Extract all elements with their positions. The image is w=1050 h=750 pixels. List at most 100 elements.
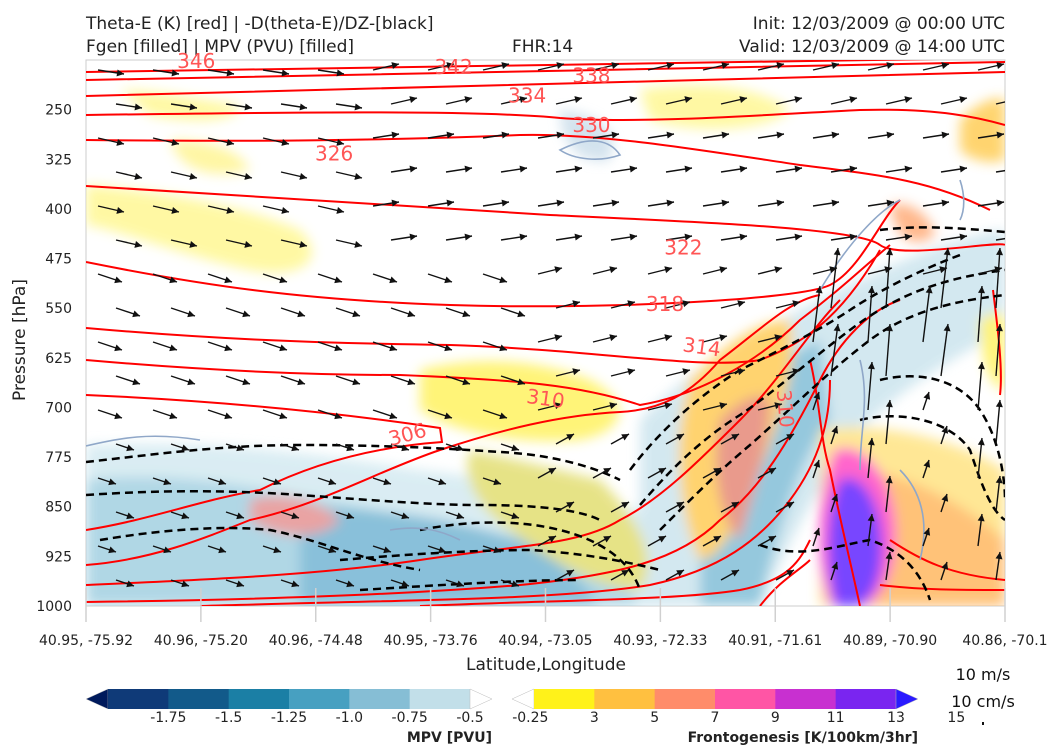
fgen-colorbar-tick: 9 xyxy=(771,710,780,726)
colorbar-swatch xyxy=(835,689,897,709)
x-tick-label: 40.93, -72.33 xyxy=(613,633,707,649)
y-axis-title: Pressure [hPa] xyxy=(10,279,30,401)
mpv-colorbar-tick: -0.75 xyxy=(392,710,428,726)
y-axis: 250 325 400 475 550 625 700 775 850 925 1000 xyxy=(36,103,72,615)
y-tick-label: 475 xyxy=(45,252,72,268)
wind-vector xyxy=(830,247,839,309)
wind-vector xyxy=(885,399,891,445)
wind-vector xyxy=(995,237,1005,241)
x-tick-label: 40.95, -73.76 xyxy=(384,633,478,649)
colorbar-swatch xyxy=(715,689,776,709)
wind-vector xyxy=(885,247,891,309)
colorbar-swatch xyxy=(775,689,837,709)
contour-label: 326 xyxy=(315,142,353,166)
y-tick-label: 400 xyxy=(45,202,72,218)
wind-vector xyxy=(922,285,931,343)
svg-text:334: 334 xyxy=(508,83,546,107)
x-tick-label: 40.91, -71.61 xyxy=(728,633,822,649)
colorbar-swatch xyxy=(228,689,290,709)
y-tick-label: 625 xyxy=(45,351,72,367)
y-tick-label: 325 xyxy=(45,152,72,168)
contour-label: 346 xyxy=(177,49,215,73)
wind-vector xyxy=(995,101,1005,105)
colorbar-extend-high xyxy=(895,688,919,710)
y-tick-label: 775 xyxy=(45,450,72,466)
title-line-2: Fgen [filled] | MPV (PVU) [filled] xyxy=(86,37,355,57)
x-tick-label: 40.89, -70.90 xyxy=(843,633,937,649)
init-time: Init: 12/03/2009 @ 00:00 UTC xyxy=(752,14,1005,34)
title-line-1: Theta-E (K) [red] | -D(theta-E)/DZ-[blac… xyxy=(86,14,434,34)
svg-text:318: 318 xyxy=(646,292,684,316)
contour-label: 314 xyxy=(681,332,722,361)
x-tick-label: 40.86, -70.1 xyxy=(962,633,1047,649)
contour-label: 342 xyxy=(435,55,473,79)
svg-text:322: 322 xyxy=(664,236,702,260)
svg-text:326: 326 xyxy=(315,142,353,166)
vector-key-wind: 10 m/s xyxy=(956,665,1011,684)
vector-key-vertical: 10 cm/s xyxy=(951,692,1015,711)
x-axis-title: Latitude,Longitude xyxy=(466,655,626,675)
colorbar-swatch xyxy=(349,689,411,709)
wind-vector xyxy=(995,247,1001,309)
mpv-colorbar-tick: -1.25 xyxy=(271,710,307,726)
y-tick-label: 850 xyxy=(45,500,72,516)
colorbar-extend-low xyxy=(85,688,109,710)
colorbar-swatch xyxy=(534,689,595,709)
svg-text:310: 310 xyxy=(525,384,566,413)
mpv-contour-lines xyxy=(86,140,965,561)
x-axis: 40.95, -75.92 40.96, -75.20 40.96, -74.48 4… xyxy=(39,588,1048,649)
y-tick-label: 250 xyxy=(45,103,72,119)
filled-fields xyxy=(86,85,1005,606)
y-tick-label: 700 xyxy=(45,400,72,416)
y-tick-label: 550 xyxy=(45,301,72,317)
wind-vector xyxy=(977,285,983,343)
mpv-colorbar-tick: -1.0 xyxy=(336,710,363,726)
colorbar-swatch xyxy=(654,689,716,709)
fgen-colorbar-tick: 7 xyxy=(711,710,720,726)
colorbar-swatch xyxy=(168,689,230,709)
x-tick-label: 40.96, -74.48 xyxy=(269,633,363,649)
contour-label: 322 xyxy=(664,236,702,260)
colorbar-extend-high xyxy=(469,688,493,710)
wind-vector xyxy=(977,361,983,411)
x-tick-label: 40.96, -75.20 xyxy=(154,633,248,649)
y-tick-label: 925 xyxy=(45,549,72,565)
fgen-colorbar: 3 5 7 9 11 13 15 xyxy=(511,688,965,726)
mpv-colorbar-tick: -1.5 xyxy=(215,710,242,726)
contour-label: 310 xyxy=(772,389,799,429)
contour-label: 330 xyxy=(572,113,610,137)
mpv-colorbar-title: MPV [PVU] xyxy=(407,730,492,746)
colorbar-extend-low xyxy=(511,688,535,710)
contour-label: 310 xyxy=(525,384,566,413)
mpv-colorbar-tick: -0.25 xyxy=(512,710,548,726)
fgen-colorbar-tick: 3 xyxy=(590,710,599,726)
fgen-colorbar-tick: 5 xyxy=(650,710,659,726)
mpv-colorbar-tick: -0.5 xyxy=(456,710,483,726)
wind-vector xyxy=(940,247,949,309)
x-tick-label: 40.95, -75.92 xyxy=(39,633,133,649)
svg-text:310: 310 xyxy=(772,389,799,429)
y-tick-label: 1000 xyxy=(36,599,72,615)
wind-vector xyxy=(867,361,873,411)
stability-contours xyxy=(86,226,1005,601)
svg-text:342: 342 xyxy=(435,55,473,79)
valid-time: Valid: 12/03/2009 @ 14:00 UTC xyxy=(739,37,1005,57)
mpv-colorbar-tick: -1.75 xyxy=(150,710,186,726)
colorbar-swatch xyxy=(409,689,471,709)
colorbar-swatch xyxy=(594,689,656,709)
wind-vectors xyxy=(97,62,1005,588)
colorbar-swatch xyxy=(108,689,169,709)
wind-vector xyxy=(867,285,873,343)
fgen-colorbar-tick: 15 xyxy=(947,710,965,726)
svg-text:338: 338 xyxy=(572,64,610,88)
wind-vector xyxy=(995,169,1005,173)
mpv-colorbar: -1.75 -1.5 -1.25 -1.0 -0.75 -0.5 -0.25 xyxy=(85,688,548,726)
svg-text:330: 330 xyxy=(572,113,610,137)
contour-label: 334 xyxy=(508,83,546,107)
svg-text:314: 314 xyxy=(681,332,722,361)
fgen-colorbar-tick: 13 xyxy=(887,710,905,726)
forecast-hour: FHR:14 xyxy=(512,37,574,57)
wind-vector xyxy=(940,323,949,377)
